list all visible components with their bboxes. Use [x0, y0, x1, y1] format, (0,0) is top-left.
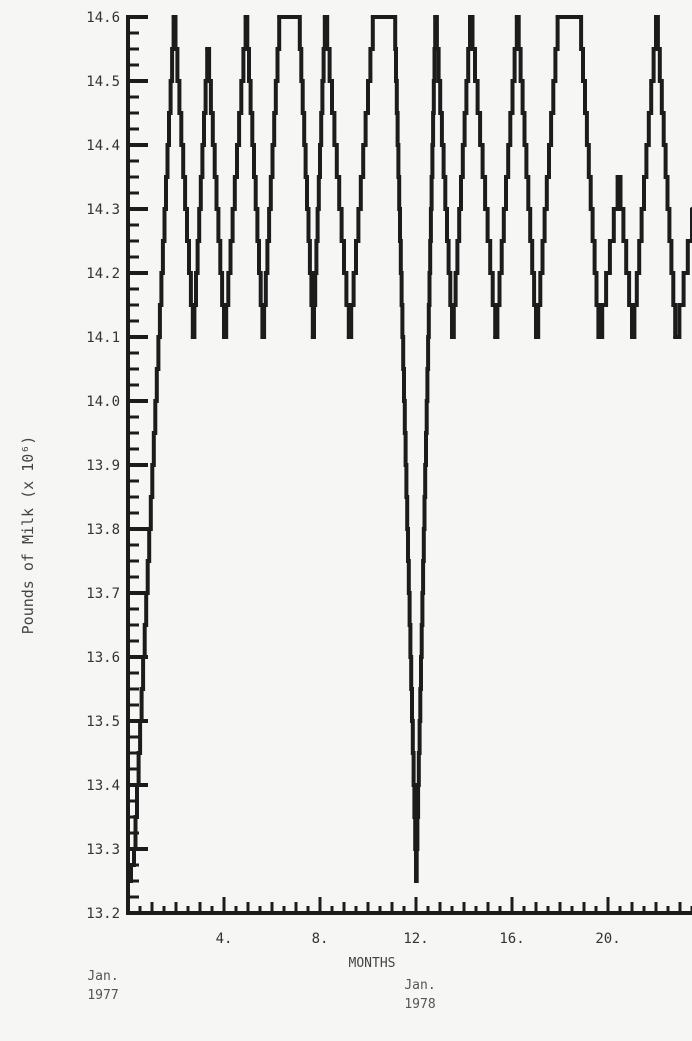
series-line — [128, 15, 692, 883]
x-tick-label: 12. — [403, 931, 428, 947]
data-point — [190, 335, 195, 339]
x-tick-labels: 4. 8. 12. 16. 20. — [216, 931, 621, 947]
y-tick-label: 13.7 — [86, 586, 120, 602]
data-point — [673, 335, 678, 339]
data-point — [260, 335, 265, 339]
data-point — [277, 15, 282, 19]
y-tick-label: 13.6 — [86, 650, 120, 666]
data-point — [596, 335, 601, 339]
y-tick-label: 13.5 — [86, 714, 120, 730]
data-point — [392, 15, 397, 19]
x-tick-label: 20. — [595, 931, 620, 947]
y-tick-label: 14.3 — [86, 202, 120, 218]
data-point — [205, 47, 210, 51]
y-tick-labels: 13.2 13.3 13.4 13.5 13.6 13.7 13.8 13.9 14.0 14.1… — [86, 10, 120, 922]
minor-ticks — [128, 31, 692, 913]
data-point — [414, 879, 418, 883]
date-label-1977: Jan. 1977 — [87, 967, 118, 1005]
date-label-month: Jan. — [404, 978, 436, 993]
date-label-month: Jan. — [87, 969, 119, 984]
x-tick-label: 16. — [499, 931, 524, 947]
date-label-1978: Jan. 1978 — [404, 976, 435, 1014]
data-point — [222, 335, 226, 339]
y-tick-label: 13.8 — [86, 522, 120, 538]
y-tick-label: 13.4 — [86, 778, 120, 794]
data-point — [630, 335, 634, 339]
data-point — [346, 335, 351, 339]
y-tick-label: 14.6 — [86, 10, 120, 26]
data-point — [433, 15, 438, 19]
y-axis-label: Pounds of Milk (x 10⁶) — [19, 435, 37, 635]
data-point — [126, 879, 130, 883]
data-point — [577, 15, 582, 19]
data-point — [132, 847, 136, 851]
data-point — [654, 15, 658, 19]
y-tick-label: 13.2 — [86, 906, 120, 922]
y-tick-label: 13.3 — [86, 842, 120, 858]
x-tick-label: 8. — [312, 931, 329, 947]
data-point — [243, 15, 248, 19]
y-tick-label: 14.0 — [86, 394, 120, 410]
y-tick-label: 14.2 — [86, 266, 120, 282]
data-point — [493, 335, 498, 339]
data-point — [615, 175, 620, 179]
data-point — [296, 15, 301, 19]
series-group — [126, 15, 692, 883]
y-tick-label: 13.9 — [86, 458, 120, 474]
data-point — [322, 15, 327, 19]
data-point — [171, 15, 176, 19]
data-point — [370, 15, 375, 19]
data-point — [468, 15, 472, 19]
data-point — [450, 335, 454, 339]
data-point — [534, 335, 538, 339]
x-axis-label: MONTHS — [348, 956, 396, 971]
x-tick-label: 4. — [216, 931, 233, 947]
y-tick-label: 14.5 — [86, 74, 120, 90]
data-point — [514, 15, 519, 19]
y-tick-label: 14.4 — [86, 138, 120, 154]
date-label-year: 1978 — [404, 997, 436, 1012]
data-point — [310, 335, 315, 339]
axes — [126, 15, 692, 915]
data-point — [555, 15, 560, 19]
date-label-year: 1977 — [87, 988, 119, 1003]
y-tick-label: 14.1 — [86, 330, 120, 346]
